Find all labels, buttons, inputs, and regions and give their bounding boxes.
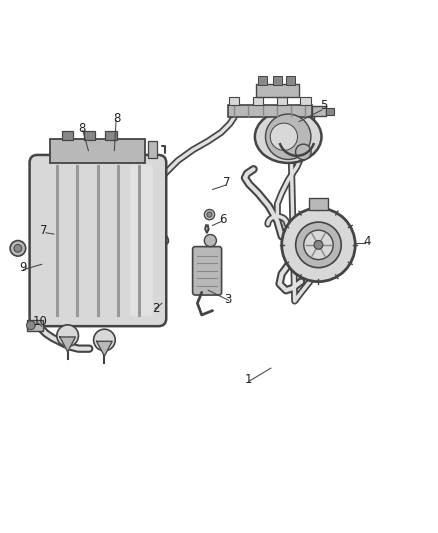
FancyBboxPatch shape xyxy=(30,155,166,326)
Circle shape xyxy=(14,245,22,252)
Text: 1: 1 xyxy=(245,373,252,386)
Bar xyxy=(300,98,311,105)
Polygon shape xyxy=(60,337,75,352)
Circle shape xyxy=(265,114,311,159)
Bar xyxy=(228,105,312,117)
Bar xyxy=(312,106,326,116)
FancyBboxPatch shape xyxy=(193,247,222,295)
Ellipse shape xyxy=(255,111,321,163)
Bar xyxy=(258,76,267,85)
Polygon shape xyxy=(97,341,112,356)
Bar xyxy=(273,76,282,85)
Bar xyxy=(253,98,263,105)
Circle shape xyxy=(204,209,215,220)
Bar xyxy=(105,131,117,140)
Circle shape xyxy=(204,235,216,247)
Text: 9: 9 xyxy=(19,261,27,274)
Bar xyxy=(256,84,299,98)
Bar xyxy=(62,131,73,140)
Text: 3: 3 xyxy=(224,293,232,306)
Text: 8: 8 xyxy=(113,111,120,125)
Bar xyxy=(276,98,287,105)
Text: 2: 2 xyxy=(152,302,159,315)
Bar xyxy=(229,98,239,105)
Circle shape xyxy=(304,230,333,260)
Circle shape xyxy=(296,222,341,268)
Circle shape xyxy=(282,208,355,281)
Circle shape xyxy=(10,240,26,256)
Circle shape xyxy=(270,123,297,150)
Text: 5: 5 xyxy=(321,99,328,111)
Circle shape xyxy=(57,325,78,346)
Bar xyxy=(286,76,295,85)
Text: 7: 7 xyxy=(223,176,231,190)
Text: 7: 7 xyxy=(39,224,47,237)
FancyBboxPatch shape xyxy=(131,165,153,316)
Text: 6: 6 xyxy=(219,213,226,226)
Text: 10: 10 xyxy=(33,315,48,328)
Circle shape xyxy=(27,321,35,329)
Text: 4: 4 xyxy=(364,235,371,248)
Circle shape xyxy=(207,212,212,217)
Bar xyxy=(148,141,157,158)
Bar xyxy=(326,108,334,115)
Bar xyxy=(309,198,328,211)
Bar xyxy=(27,320,43,330)
Text: 8: 8 xyxy=(78,123,86,135)
Bar xyxy=(50,139,145,163)
Circle shape xyxy=(314,240,323,249)
Circle shape xyxy=(94,329,115,351)
Bar xyxy=(84,131,95,140)
Circle shape xyxy=(296,144,311,160)
